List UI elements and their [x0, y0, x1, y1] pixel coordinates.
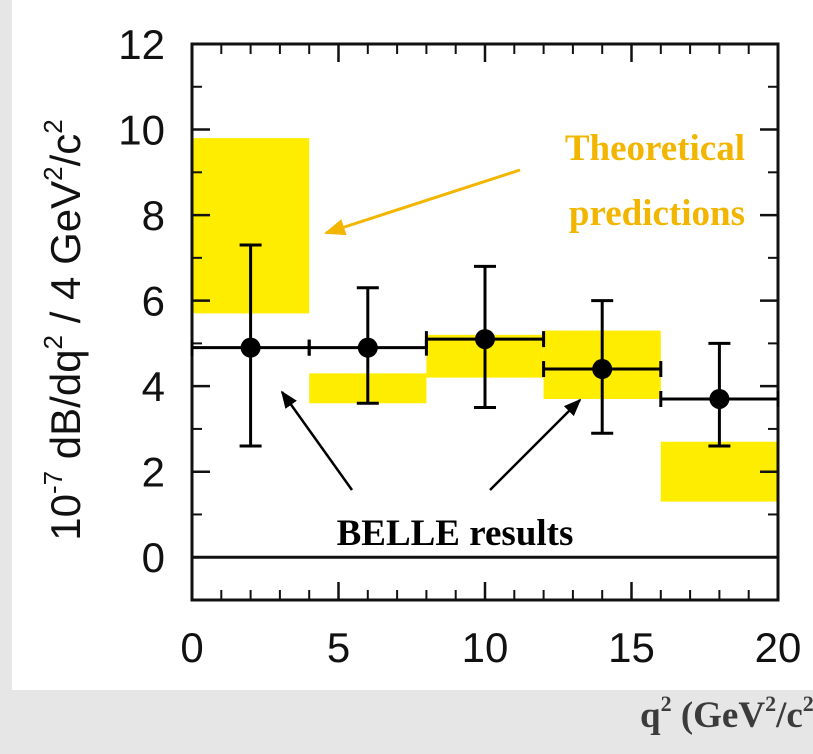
x-tick-label: 5 — [327, 624, 350, 671]
y-tick-label: 0 — [142, 534, 165, 581]
marker — [240, 337, 261, 358]
y-tick-label: 10 — [118, 107, 165, 154]
belle-arrow-left — [280, 390, 354, 491]
annotation-belle-results: BELLE results — [337, 513, 574, 554]
data-point-3 — [424, 264, 546, 410]
data-point-5 — [659, 341, 780, 448]
prediction-band-5 — [660, 441, 778, 502]
y-tick-label: 4 — [142, 363, 165, 410]
x-tick-label: 0 — [180, 624, 203, 671]
marker — [709, 388, 730, 409]
annotation-arrows — [280, 168, 582, 491]
annotation-predictions: predictions — [569, 193, 745, 234]
x-axis-label: q2 (GeV2/c2) — [640, 691, 813, 737]
x-tick-label: 15 — [608, 624, 655, 671]
x-tick-label: 20 — [755, 624, 802, 671]
marker — [475, 329, 495, 350]
annotation-theoretical: Theoretical — [565, 128, 745, 169]
x-tick-label: 10 — [462, 624, 509, 671]
theory-arrow — [324, 168, 521, 236]
axes: 0 5 10 15 20 0 2 4 6 8 10 12 — [118, 21, 801, 671]
belle-arrow-right — [489, 398, 582, 491]
data-points — [190, 243, 780, 448]
y-axis-label: 10-7 dB/dq2 / 4 GeV2/c2 — [38, 119, 89, 540]
marker — [592, 359, 613, 380]
y-tick-label: 12 — [118, 21, 165, 68]
y-tick-label: 2 — [142, 449, 165, 496]
chart: 0 5 10 15 20 0 2 4 6 8 10 12 Theoretical prediction… — [38, 21, 801, 671]
y-tick-label: 6 — [142, 278, 165, 325]
y-tick-label: 8 — [142, 192, 165, 239]
marker — [357, 337, 378, 358]
data-point-4 — [542, 299, 663, 435]
plot-panel — [12, 0, 813, 690]
